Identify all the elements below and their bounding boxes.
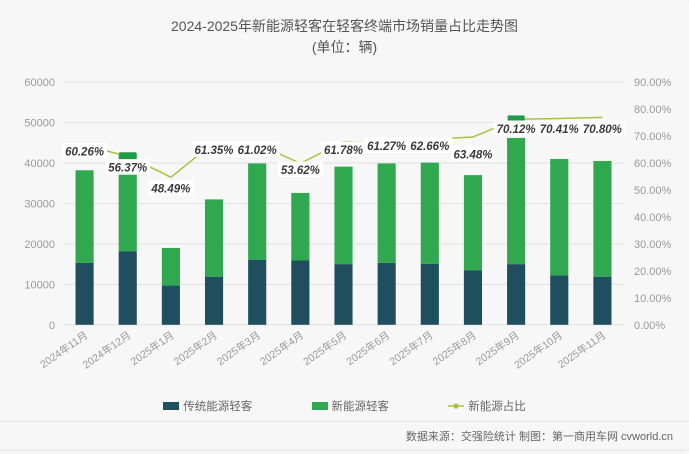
svg-text:0.00%: 0.00%: [634, 320, 665, 332]
svg-text:30000: 30000: [24, 198, 55, 210]
svg-text:80.00%: 80.00%: [634, 104, 672, 116]
svg-text:70.00%: 70.00%: [634, 131, 672, 143]
svg-text:53.62%: 53.62%: [281, 165, 320, 177]
svg-text:20000: 20000: [24, 239, 55, 251]
svg-text:63.48%: 63.48%: [453, 149, 492, 161]
svg-text:0: 0: [49, 320, 55, 332]
svg-text:60.00%: 60.00%: [634, 158, 672, 170]
svg-text:2025年10月: 2025年10月: [512, 329, 565, 372]
svg-text:10.00%: 10.00%: [634, 293, 672, 305]
svg-text:20.00%: 20.00%: [634, 266, 672, 278]
svg-text:70.41%: 70.41%: [540, 124, 579, 136]
svg-text:61.78%: 61.78%: [324, 145, 363, 157]
svg-text:60.26%: 60.26%: [65, 146, 104, 158]
svg-text:40000: 40000: [24, 158, 55, 170]
svg-text:2025年7月: 2025年7月: [387, 329, 436, 368]
svg-text:90.00%: 90.00%: [634, 77, 672, 89]
svg-text:2025年1月: 2025年1月: [128, 329, 177, 368]
svg-text:61.27%: 61.27%: [367, 141, 406, 153]
svg-text:61.02%: 61.02%: [238, 145, 277, 157]
svg-text:61.35%: 61.35%: [195, 145, 234, 157]
svg-text:50000: 50000: [24, 118, 55, 130]
svg-text:10000: 10000: [24, 279, 55, 291]
svg-text:2025年11月: 2025年11月: [555, 329, 608, 371]
svg-text:60000: 60000: [24, 77, 55, 89]
svg-text:50.00%: 50.00%: [634, 185, 672, 197]
svg-text:30.00%: 30.00%: [634, 239, 672, 251]
svg-text:2025年5月: 2025年5月: [301, 329, 350, 368]
svg-text:70.80%: 70.80%: [583, 124, 622, 136]
svg-text:2025年2月: 2025年2月: [171, 329, 220, 368]
svg-text:2024年12月: 2024年12月: [80, 329, 133, 372]
svg-text:40.00%: 40.00%: [634, 212, 672, 224]
svg-text:2025年4月: 2025年4月: [257, 329, 306, 368]
svg-text:2025年6月: 2025年6月: [344, 329, 393, 368]
svg-text:2025年8月: 2025年8月: [430, 329, 479, 368]
svg-text:2025年3月: 2025年3月: [214, 329, 263, 368]
svg-text:56.37%: 56.37%: [108, 163, 147, 175]
svg-text:70.12%: 70.12%: [497, 124, 536, 136]
svg-text:62.66%: 62.66%: [410, 141, 449, 153]
svg-text:48.49%: 48.49%: [150, 184, 190, 196]
